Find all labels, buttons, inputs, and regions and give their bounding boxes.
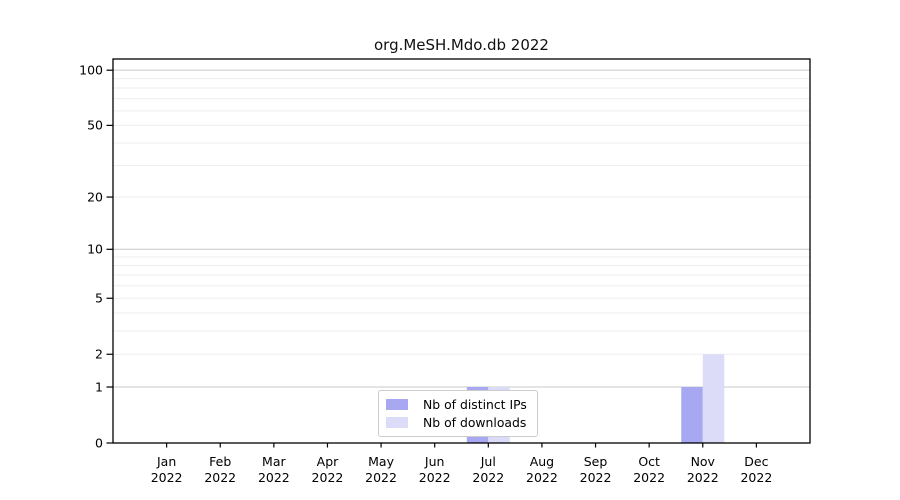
x-tick-label-month: Jun [424, 454, 445, 469]
y-tick-label: 0 [95, 435, 103, 450]
x-tick-label-month: Sep [584, 454, 608, 469]
x-tick-label-year: 2022 [633, 470, 665, 485]
x-tick-label-year: 2022 [312, 470, 344, 485]
legend: Nb of distinct IPs Nb of downloads [378, 390, 538, 437]
x-tick-label-year: 2022 [472, 470, 504, 485]
x-tick-label-year: 2022 [204, 470, 236, 485]
x-tick-label-month: May [368, 454, 394, 469]
y-tick-label: 2 [95, 347, 103, 362]
x-tick-label-year: 2022 [365, 470, 397, 485]
x-tick-label-month: Nov [691, 454, 716, 469]
bar-downloads-nov [702, 354, 725, 443]
x-tick-label-year: 2022 [580, 470, 612, 485]
legend-item-downloads: Nb of downloads [386, 415, 537, 431]
y-tick-label: 1 [95, 379, 103, 394]
plot-border [112, 58, 811, 444]
x-tick-label-year: 2022 [151, 470, 183, 485]
x-tick-label-month: Dec [744, 454, 768, 469]
x-tick-label-year: 2022 [687, 470, 719, 485]
y-tick-label: 100 [79, 62, 103, 77]
y-tick-label: 20 [87, 189, 103, 204]
x-tick-label-month: Oct [638, 454, 660, 469]
x-tick-label-month: Aug [530, 454, 554, 469]
legend-item-distinct-ips: Nb of distinct IPs [386, 396, 537, 412]
x-tick-label-month: Apr [317, 454, 339, 469]
chart-title: org.MeSH.Mdo.db 2022 [374, 36, 549, 54]
y-tick-label: 5 [95, 291, 103, 306]
x-tick-label-month: Feb [209, 454, 231, 469]
legend-swatch-downloads [386, 417, 408, 429]
y-tick-label: 10 [87, 242, 103, 257]
x-tick-label-month: Mar [262, 454, 286, 469]
x-tick-label-year: 2022 [258, 470, 290, 485]
x-tick-label-month: Jul [480, 454, 496, 469]
x-tick-label-month: Jan [156, 454, 176, 469]
y-tick-label: 50 [87, 118, 103, 133]
legend-label-distinct-ips: Nb of distinct IPs [423, 396, 527, 412]
legend-swatch-distinct-ips [386, 398, 408, 410]
x-tick-label-year: 2022 [419, 470, 451, 485]
legend-label-downloads: Nb of downloads [423, 415, 527, 431]
bar-distinct-ips-nov [681, 387, 703, 443]
x-tick-label-year: 2022 [740, 470, 772, 485]
x-tick-label-year: 2022 [526, 470, 558, 485]
